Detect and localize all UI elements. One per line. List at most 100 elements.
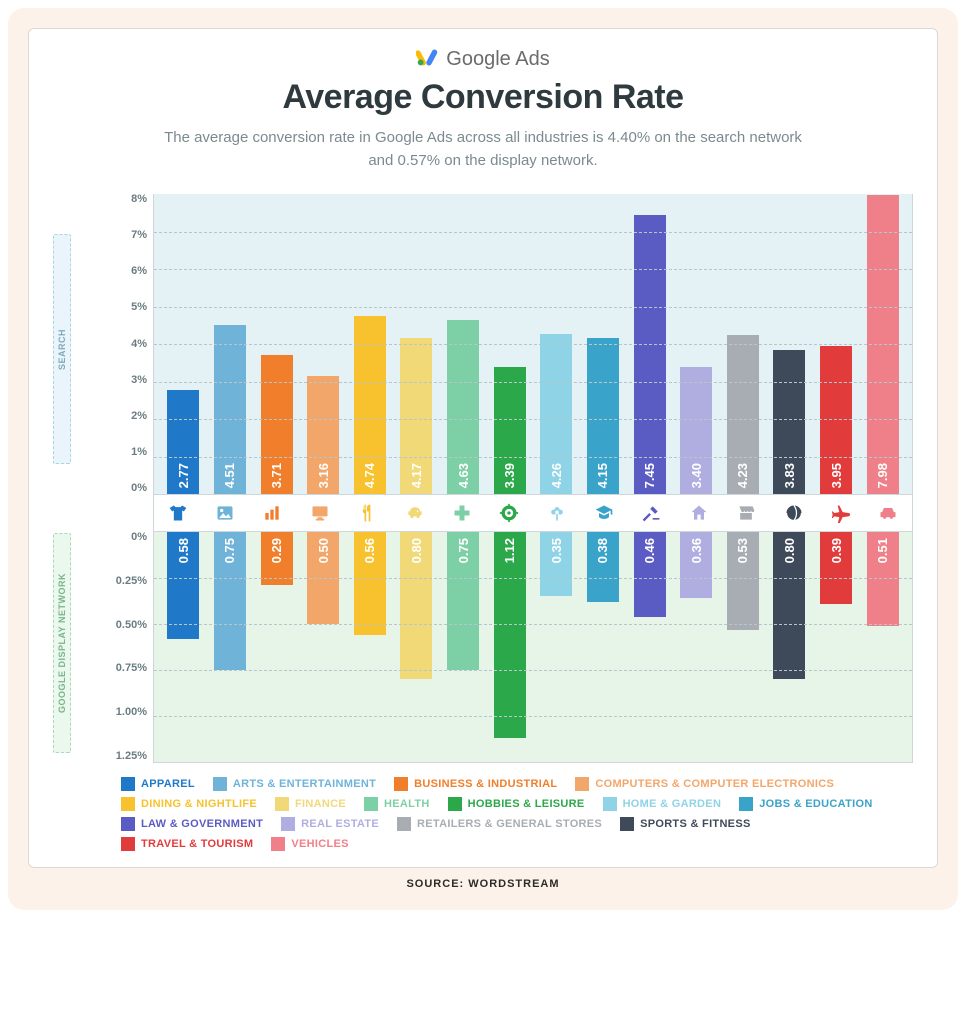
home-icon — [688, 502, 710, 524]
legend-label: APPAREL — [141, 778, 195, 790]
outer-frame: Google Ads Average Conversion Rate The a… — [8, 8, 958, 910]
y-axis-display: 0%0.25%0.50%0.75%1.00%1.25% — [99, 532, 153, 762]
legend-swatch — [364, 797, 378, 811]
plot-search: 2.774.513.713.164.744.174.633.394.264.15… — [154, 194, 912, 494]
bar-value-label: 0.51 — [875, 538, 890, 563]
category-icon-slot — [249, 495, 296, 531]
chart-title: Average Conversion Rate — [53, 78, 913, 117]
y-axis-gap — [99, 494, 153, 532]
y-tick: 7% — [99, 230, 147, 241]
plus-icon — [451, 502, 473, 524]
legend-item: REAL ESTATE — [281, 817, 379, 831]
bar-value-label: 0.39 — [829, 538, 844, 563]
bars-display: 0.580.750.290.500.560.800.751.120.350.38… — [154, 532, 912, 762]
search-bar: 3.39 — [494, 367, 526, 494]
chart-area: SEARCH GOOGLE DISPLAY NETWORK 8%7%6%5%4%… — [53, 194, 913, 763]
grid-line — [154, 232, 912, 233]
legend-item: BUSINESS & INDUSTRIAL — [394, 777, 557, 791]
display-bar: 0.53 — [727, 532, 759, 630]
flower-icon — [546, 502, 568, 524]
category-icon-slot — [865, 495, 912, 531]
category-icon-slot — [770, 495, 817, 531]
chart-card: Google Ads Average Conversion Rate The a… — [28, 28, 938, 868]
display-bar: 0.35 — [540, 532, 572, 596]
bar-slot: 0.80 — [766, 532, 813, 762]
search-bar: 4.74 — [354, 316, 386, 494]
y-tick: 0.75% — [99, 663, 147, 674]
y-tick: 0% — [99, 483, 147, 494]
car-icon — [877, 502, 899, 524]
target-icon — [498, 502, 520, 524]
legend-swatch — [603, 797, 617, 811]
legend-item: DINING & NIGHTLIFE — [121, 797, 257, 811]
display-bar: 0.75 — [214, 532, 246, 670]
legend-swatch — [213, 777, 227, 791]
y-tick: 8% — [99, 194, 147, 205]
bar-value-label: 4.51 — [222, 463, 237, 488]
legend: APPAREL ARTS & ENTERTAINMENT BUSINESS & IN… — [53, 777, 913, 851]
brand-text: Google Ads — [446, 48, 549, 71]
legend-swatch — [281, 817, 295, 831]
bar-slot: 0.53 — [720, 532, 767, 762]
bar-value-label: 0.36 — [689, 538, 704, 563]
side-label-search: SEARCH — [53, 234, 71, 464]
bar-slot: 0.36 — [673, 532, 720, 762]
y-tick: 1.25% — [99, 751, 147, 762]
display-bar: 0.80 — [773, 532, 805, 679]
category-icon-slot — [391, 495, 438, 531]
legend-item: FINANCE — [275, 797, 346, 811]
grid-line — [154, 344, 912, 345]
legend-item: RETAILERS & GENERAL STORES — [397, 817, 602, 831]
grid-line — [154, 670, 912, 671]
search-bar: 4.15 — [587, 338, 619, 494]
bar-slot: 0.75 — [440, 532, 487, 762]
bar-value-label: 0.46 — [642, 538, 657, 563]
search-bar: 4.63 — [447, 320, 479, 494]
ball-icon — [783, 502, 805, 524]
bar-value-label: 0.35 — [549, 538, 564, 563]
bar-value-label: 4.17 — [409, 463, 424, 488]
legend-label: SPORTS & FITNESS — [640, 818, 751, 830]
legend-item: HEALTH — [364, 797, 430, 811]
category-icon-slot — [296, 495, 343, 531]
display-bar: 0.56 — [354, 532, 386, 635]
bar-value-label: 4.74 — [362, 463, 377, 488]
legend-label: JOBS & EDUCATION — [759, 798, 872, 810]
legend-item: COMPUTERS & COMPUTER ELECTRONICS — [575, 777, 834, 791]
bar-value-label: 3.83 — [782, 463, 797, 488]
legend-swatch — [271, 837, 285, 851]
y-tick: 1% — [99, 447, 147, 458]
bar-slot: 0.38 — [580, 532, 627, 762]
legend-label: HOBBIES & LEISURE — [468, 798, 585, 810]
grid-line — [154, 457, 912, 458]
google-ads-logo-icon — [416, 47, 438, 72]
grid-line — [154, 624, 912, 625]
bars-icon — [261, 502, 283, 524]
category-icon-slot — [344, 495, 391, 531]
legend-label: FINANCE — [295, 798, 346, 810]
bar-value-label: 7.45 — [642, 463, 657, 488]
legend-swatch — [739, 797, 753, 811]
display-bar: 0.58 — [167, 532, 199, 639]
legend-label: HEALTH — [384, 798, 430, 810]
bar-value-label: 4.26 — [549, 463, 564, 488]
search-bar: 3.83 — [773, 350, 805, 494]
y-tick: 2% — [99, 411, 147, 422]
source-attribution: SOURCE: WORDSTREAM — [28, 878, 938, 890]
legend-label: VEHICLES — [291, 838, 348, 850]
legend-swatch — [121, 797, 135, 811]
bar-value-label: 0.53 — [735, 538, 750, 563]
legend-label: ARTS & ENTERTAINMENT — [233, 778, 376, 790]
search-bar: 3.40 — [680, 367, 712, 495]
bar-value-label: 3.16 — [316, 463, 331, 488]
category-icon-slot — [675, 495, 722, 531]
category-icon-slot — [533, 495, 580, 531]
y-tick: 1.00% — [99, 707, 147, 718]
legend-label: TRAVEL & TOURISM — [141, 838, 253, 850]
grid-line — [154, 716, 912, 717]
bar-slot: 0.46 — [626, 532, 673, 762]
side-label-display: GOOGLE DISPLAY NETWORK — [53, 533, 71, 753]
category-icon-slot — [580, 495, 627, 531]
legend-swatch — [397, 817, 411, 831]
y-tick: 3% — [99, 375, 147, 386]
